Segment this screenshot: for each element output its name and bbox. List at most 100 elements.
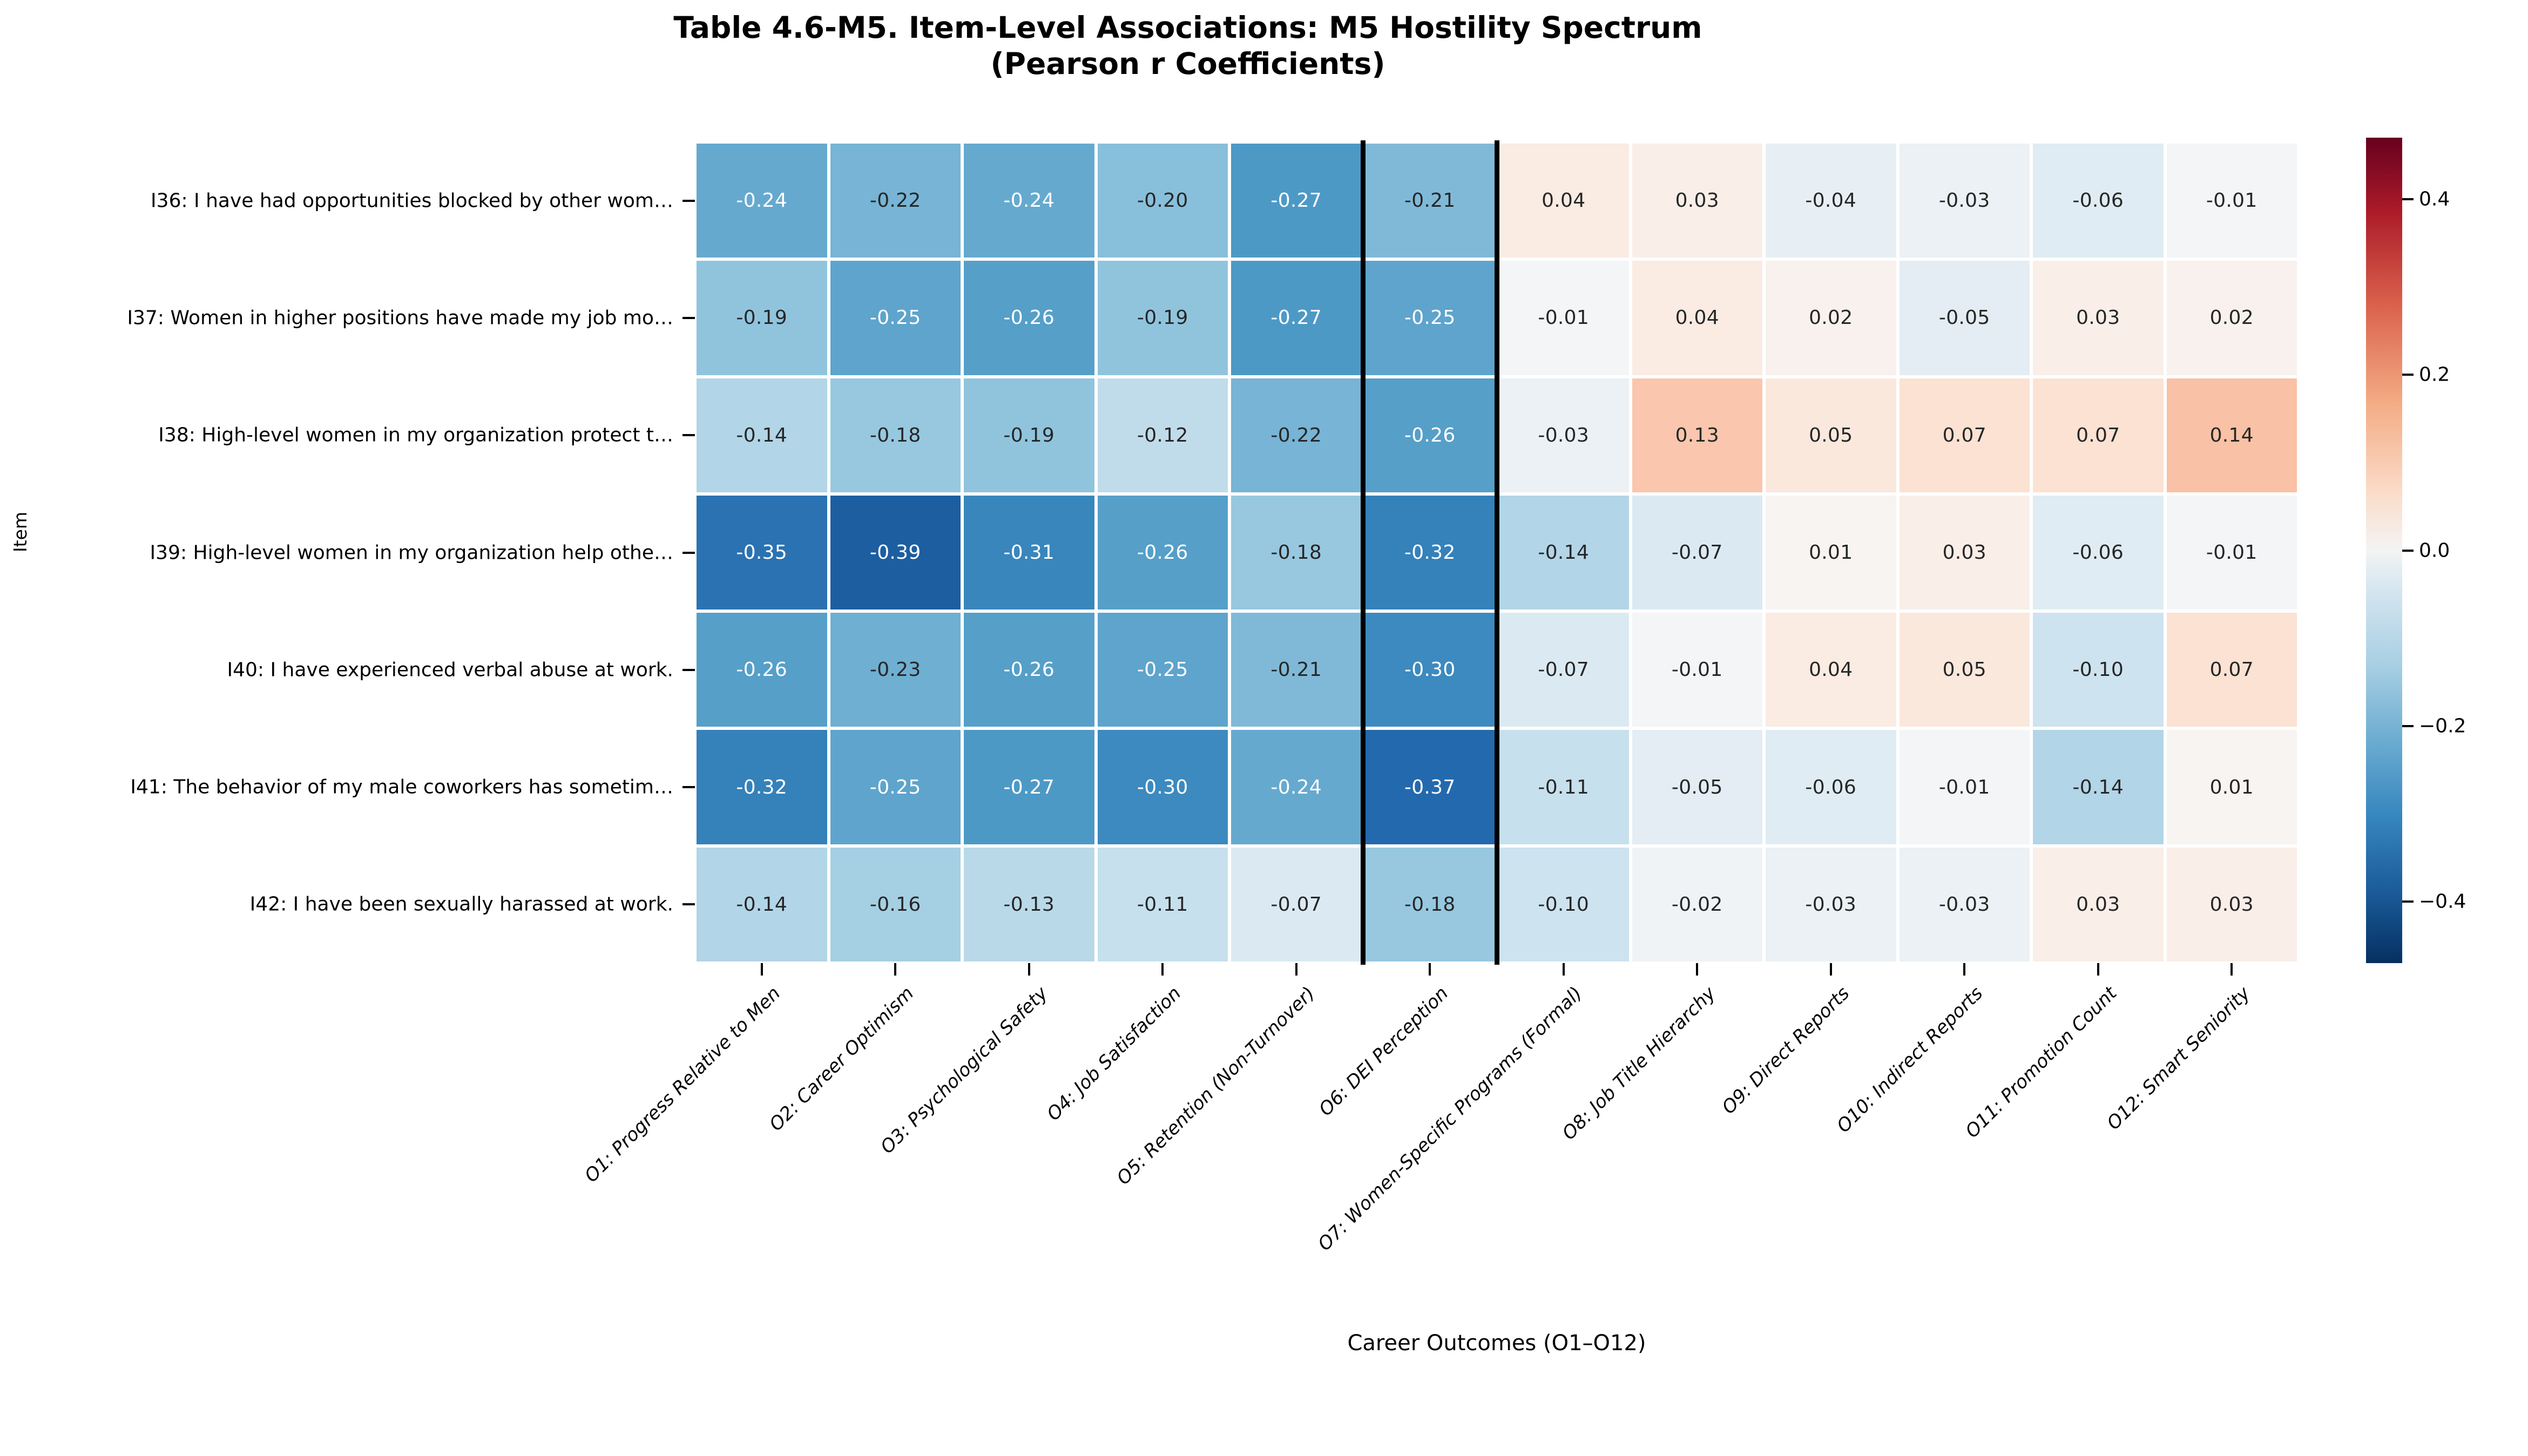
heatmap-cell: -0.06	[2031, 493, 2165, 612]
heatmap-cell: 0.03	[2031, 845, 2165, 963]
y-tick-label: I38: High-level women in my organization…	[158, 424, 673, 446]
heatmap-cell: -0.18	[828, 376, 962, 494]
heatmap-cell: 0.01	[1764, 493, 1898, 612]
heatmap-cell: -0.06	[1764, 728, 1898, 846]
y-tick-mark	[682, 199, 695, 202]
heatmap-cell: -0.06	[2031, 142, 2165, 260]
heatmap-cell: 0.04	[1497, 142, 1631, 260]
heatmap-cell: -0.19	[695, 259, 829, 377]
y-tick-mark	[682, 786, 695, 789]
group-divider-line	[1361, 140, 1366, 965]
heatmap-cell: 0.05	[1764, 376, 1898, 494]
heatmap-cell: -0.19	[1096, 259, 1229, 377]
x-tick-mark	[1963, 963, 1966, 976]
x-tick-label: O4: Job Satisfaction	[1043, 983, 1186, 1126]
heatmap-cell: -0.30	[1363, 611, 1497, 729]
heatmap-cell: -0.26	[962, 611, 1096, 729]
heatmap-cell: -0.27	[1229, 142, 1363, 260]
x-tick-mark	[2097, 963, 2099, 976]
x-tick-mark	[1696, 963, 1699, 976]
heatmap-cell: 0.14	[2165, 376, 2299, 494]
colorbar-tick-label: 0.0	[2419, 539, 2450, 561]
group-divider-line	[1494, 140, 1499, 965]
heatmap-cell: -0.07	[1497, 611, 1631, 729]
heatmap-cell: -0.31	[962, 493, 1096, 612]
heatmap-cell: -0.12	[1096, 376, 1229, 494]
heatmap-cell: 0.03	[2031, 259, 2165, 377]
heatmap-cell: -0.11	[1497, 728, 1631, 846]
y-tick-label: I37: Women in higher positions have made…	[127, 307, 674, 329]
heatmap-cell: -0.24	[695, 142, 829, 260]
heatmap-cell: -0.03	[1764, 845, 1898, 963]
y-tick-label: I40: I have experienced verbal abuse at …	[227, 659, 673, 681]
heatmap-cell: -0.01	[2165, 493, 2299, 612]
heatmap-cell: 0.03	[2165, 845, 2299, 963]
heatmap-cell: -0.23	[828, 611, 962, 729]
heatmap-cell: -0.27	[962, 728, 1096, 846]
heatmap-cell: -0.05	[1897, 259, 2031, 377]
heatmap-cell: -0.30	[1096, 728, 1229, 846]
heatmap-grid: -0.24 -0.22 -0.24 -0.20 -0.27 -0.21 0.04 0.03 -0…	[695, 142, 2299, 963]
heatmap-cell: -0.39	[828, 493, 962, 612]
heatmap-cell: 0.01	[2165, 728, 2299, 846]
x-tick-mark	[760, 963, 763, 976]
colorbar: 0.4 0.2 0.0 −0.2 −0.4	[2366, 138, 2466, 963]
heatmap-cell: 0.04	[1630, 259, 1764, 377]
y-tick-label: I36: I have had opportunities blocked by…	[151, 189, 673, 212]
figure-title: Table 4.6-M5. Item-Level Associations: M…	[673, 10, 1702, 82]
heatmap-cell: -0.07	[1630, 493, 1764, 612]
y-axis-label: Item	[10, 511, 31, 552]
x-tick-label: O3: Psychological Safety	[876, 983, 1052, 1159]
heatmap-cell: -0.32	[695, 728, 829, 846]
x-tick-label: O2: Career Optimism	[765, 983, 918, 1136]
heatmap-cell: 0.13	[1630, 376, 1764, 494]
heatmap-cell: -0.32	[1363, 493, 1497, 612]
heatmap-cell: -0.14	[1497, 493, 1631, 612]
y-tick-label: I39: High-level women in my organization…	[150, 541, 673, 564]
colorbar-tick-label: 0.2	[2419, 363, 2450, 386]
x-tick-label: O1: Progress Relative to Men	[580, 983, 785, 1187]
heatmap-cell: -0.03	[1897, 845, 2031, 963]
heatmap-cell: -0.01	[1497, 259, 1631, 377]
heatmap-figure: Table 4.6-M5. Item-Level Associations: M…	[10, 10, 2466, 1356]
heatmap-cell: 0.03	[1897, 493, 2031, 612]
heatmap-cell: -0.14	[2031, 728, 2165, 846]
heatmap-cell: -0.26	[695, 611, 829, 729]
heatmap-cell: -0.21	[1363, 142, 1497, 260]
heatmap-cell: -0.03	[1897, 142, 2031, 260]
heatmap-cell: -0.25	[828, 728, 962, 846]
x-tick-label: O11: Promotion Count	[1961, 983, 2121, 1142]
x-tick-mark	[894, 963, 897, 976]
heatmap-cell: 0.04	[1764, 611, 1898, 729]
x-tick-label: O9: Direct Reports	[1718, 983, 1854, 1119]
heatmap-cell: -0.10	[2031, 611, 2165, 729]
heatmap-cell: -0.24	[1229, 728, 1363, 846]
heatmap-cell: 0.07	[2165, 611, 2299, 729]
heatmap-cell: 0.07	[1897, 376, 2031, 494]
x-tick-mark	[1429, 963, 1431, 976]
heatmap-cell: -0.07	[1229, 845, 1363, 963]
heatmap-plot-area: -0.24 -0.22 -0.24 -0.20 -0.27 -0.21 0.04 0.03 -0…	[127, 140, 2299, 1255]
x-tick-mark	[2230, 963, 2233, 976]
heatmap-cell: -0.18	[1229, 493, 1363, 612]
heatmap-cell: -0.22	[1229, 376, 1363, 494]
heatmap-cell: -0.35	[695, 493, 829, 612]
heatmap-cell: -0.18	[1363, 845, 1497, 963]
colorbar-tick-mark	[2402, 198, 2414, 200]
heatmap-cell: -0.01	[2165, 142, 2299, 260]
x-tick-label: O8: Job Title Hierarchy	[1558, 983, 1720, 1145]
heatmap-cell: -0.27	[1229, 259, 1363, 377]
heatmap-cell: -0.13	[962, 845, 1096, 963]
colorbar-tick-mark	[2402, 724, 2414, 727]
x-tick-label: O6: DEI Perception	[1315, 983, 1453, 1121]
heatmap-cell: -0.26	[962, 259, 1096, 377]
heatmap-cell: -0.26	[1096, 493, 1229, 612]
heatmap-cell: -0.11	[1096, 845, 1229, 963]
colorbar-tick-label: −0.2	[2419, 715, 2466, 737]
colorbar-tick-mark	[2402, 549, 2414, 552]
y-tick-label: I41: The behavior of my male coworkers h…	[130, 776, 673, 798]
heatmap-cell: -0.37	[1363, 728, 1497, 846]
colorbar-tick-label: 0.4	[2419, 188, 2450, 211]
x-tick-label: O12: Smart Seniority	[2103, 983, 2255, 1134]
x-tick-label: O10: Indirect Reports	[1833, 983, 1988, 1137]
